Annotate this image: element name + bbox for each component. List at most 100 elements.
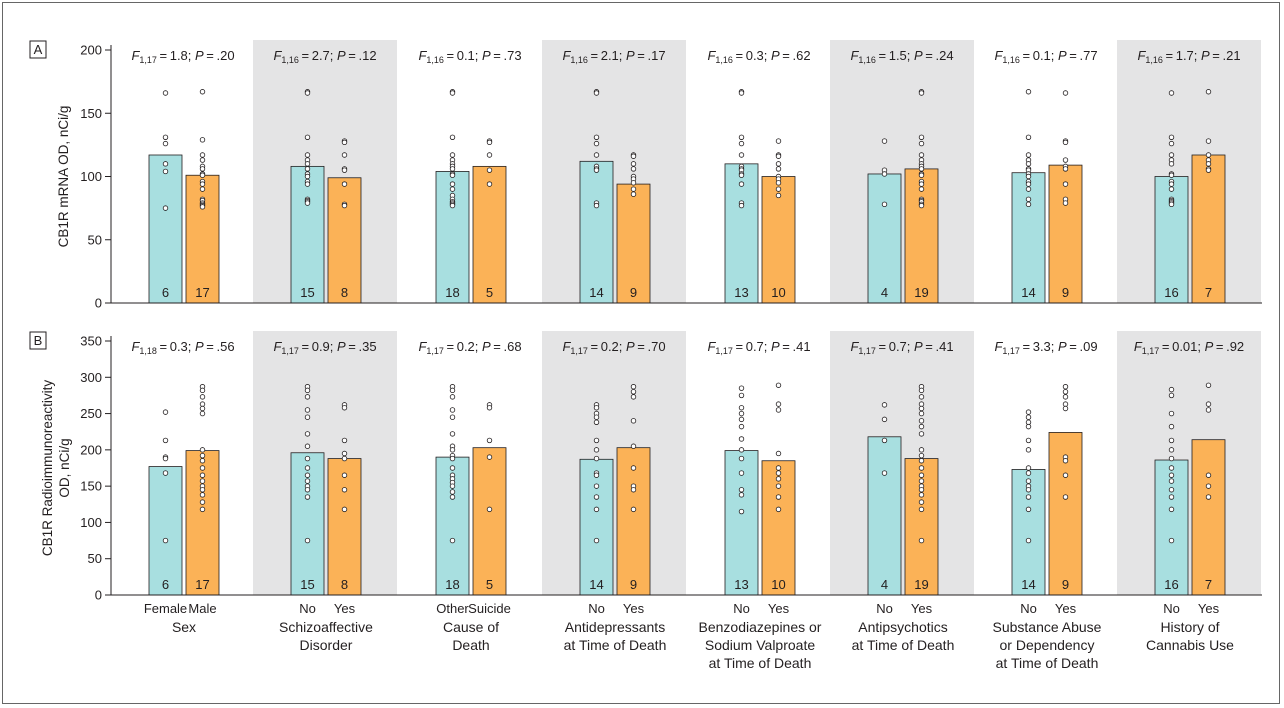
data-point — [304, 90, 311, 96]
sample-size-label: 13 — [734, 577, 748, 592]
data-point — [775, 506, 782, 513]
data-point — [775, 476, 782, 482]
data-point — [918, 410, 925, 417]
stat-label: F1,18 = 0.3; P = .56 — [131, 339, 234, 356]
data-point — [918, 181, 925, 187]
stat-label: F1,17 = 0.2; P = .68 — [418, 339, 521, 356]
data-point — [881, 402, 888, 408]
bar — [472, 165, 507, 304]
stat-label: F1,17 = 0.7; P = .41 — [707, 339, 810, 356]
data-point — [1168, 161, 1175, 167]
group-title: Cannabis Use — [1146, 637, 1234, 653]
data-point — [918, 152, 925, 158]
data-point — [738, 470, 745, 476]
data-point — [630, 418, 637, 424]
data-point — [918, 405, 925, 412]
data-point — [918, 172, 925, 178]
shaded-band — [1117, 331, 1261, 595]
data-point — [775, 483, 782, 489]
data-point — [449, 202, 456, 209]
sample-size-label: 5 — [486, 577, 493, 592]
bar — [290, 165, 325, 304]
data-point — [738, 392, 745, 399]
data-point — [1168, 487, 1175, 493]
data-point — [1025, 419, 1032, 425]
data-point — [199, 472, 206, 478]
data-point — [593, 437, 600, 444]
data-point — [593, 472, 600, 478]
data-point — [1205, 167, 1212, 173]
data-point — [199, 447, 206, 453]
data-point — [1025, 409, 1032, 415]
group-title: Sex — [172, 619, 196, 635]
data-point — [738, 172, 745, 178]
y-tick-label: 0 — [95, 588, 102, 603]
sample-size-label: 10 — [771, 285, 785, 300]
data-point — [1205, 401, 1212, 407]
data-point — [1025, 447, 1032, 453]
data-point — [304, 407, 311, 413]
data-point — [341, 167, 348, 173]
data-point — [1062, 90, 1069, 96]
y-tick-label: 50 — [88, 551, 102, 566]
data-point — [486, 405, 493, 411]
data-point — [593, 202, 600, 209]
data-point — [1062, 384, 1069, 390]
data-point — [304, 134, 311, 140]
shaded-band — [830, 40, 974, 303]
data-point — [304, 152, 311, 158]
bar — [327, 177, 362, 304]
group-title: at Time of Death — [996, 655, 1099, 671]
stat-label: F1,16 = 1.5; P = .24 — [850, 48, 953, 65]
data-point — [199, 157, 206, 163]
data-point — [630, 191, 637, 197]
sample-size-label: 17 — [195, 577, 209, 592]
data-point — [304, 431, 311, 437]
category-label: Yes — [623, 601, 645, 616]
data-point — [738, 181, 745, 187]
data-point — [162, 161, 169, 167]
data-point — [1205, 161, 1212, 167]
data-point — [1062, 405, 1069, 412]
sample-size-label: 9 — [630, 285, 637, 300]
shaded-band — [542, 331, 686, 595]
data-point — [918, 423, 925, 430]
data-point — [881, 470, 888, 476]
sample-size-label: 4 — [881, 285, 888, 300]
data-point — [162, 168, 169, 175]
sample-size-label: 5 — [486, 285, 493, 300]
data-point — [341, 139, 348, 146]
data-point — [199, 458, 206, 464]
data-point — [738, 487, 745, 493]
data-point — [199, 492, 206, 498]
data-point — [449, 537, 456, 544]
data-point — [593, 455, 600, 462]
data-point — [738, 416, 745, 423]
data-point — [449, 152, 456, 158]
data-point — [630, 161, 637, 167]
shaded-band — [253, 331, 397, 595]
sample-size-label: 7 — [1205, 285, 1212, 300]
data-point — [775, 192, 782, 199]
data-point — [1205, 483, 1212, 489]
data-point — [304, 455, 311, 462]
group-title: Cause of — [443, 619, 499, 635]
data-point — [738, 140, 745, 147]
data-point — [341, 487, 348, 493]
data-point — [738, 405, 745, 411]
group-title: Substance Abuse — [993, 619, 1102, 635]
data-point — [449, 387, 456, 394]
data-point — [593, 405, 600, 411]
bar — [185, 174, 220, 304]
category-label: Yes — [334, 601, 356, 616]
data-point — [1025, 196, 1032, 202]
data-point — [775, 470, 782, 476]
stat-label: F1,16 = 0.3; P = .62 — [707, 48, 810, 65]
bar — [1191, 439, 1226, 596]
data-point — [1168, 152, 1175, 158]
data-point — [1168, 455, 1175, 462]
stat-label: F1,17 = 0.9; P = .35 — [273, 339, 376, 356]
data-point — [593, 506, 600, 513]
data-point — [199, 401, 206, 407]
